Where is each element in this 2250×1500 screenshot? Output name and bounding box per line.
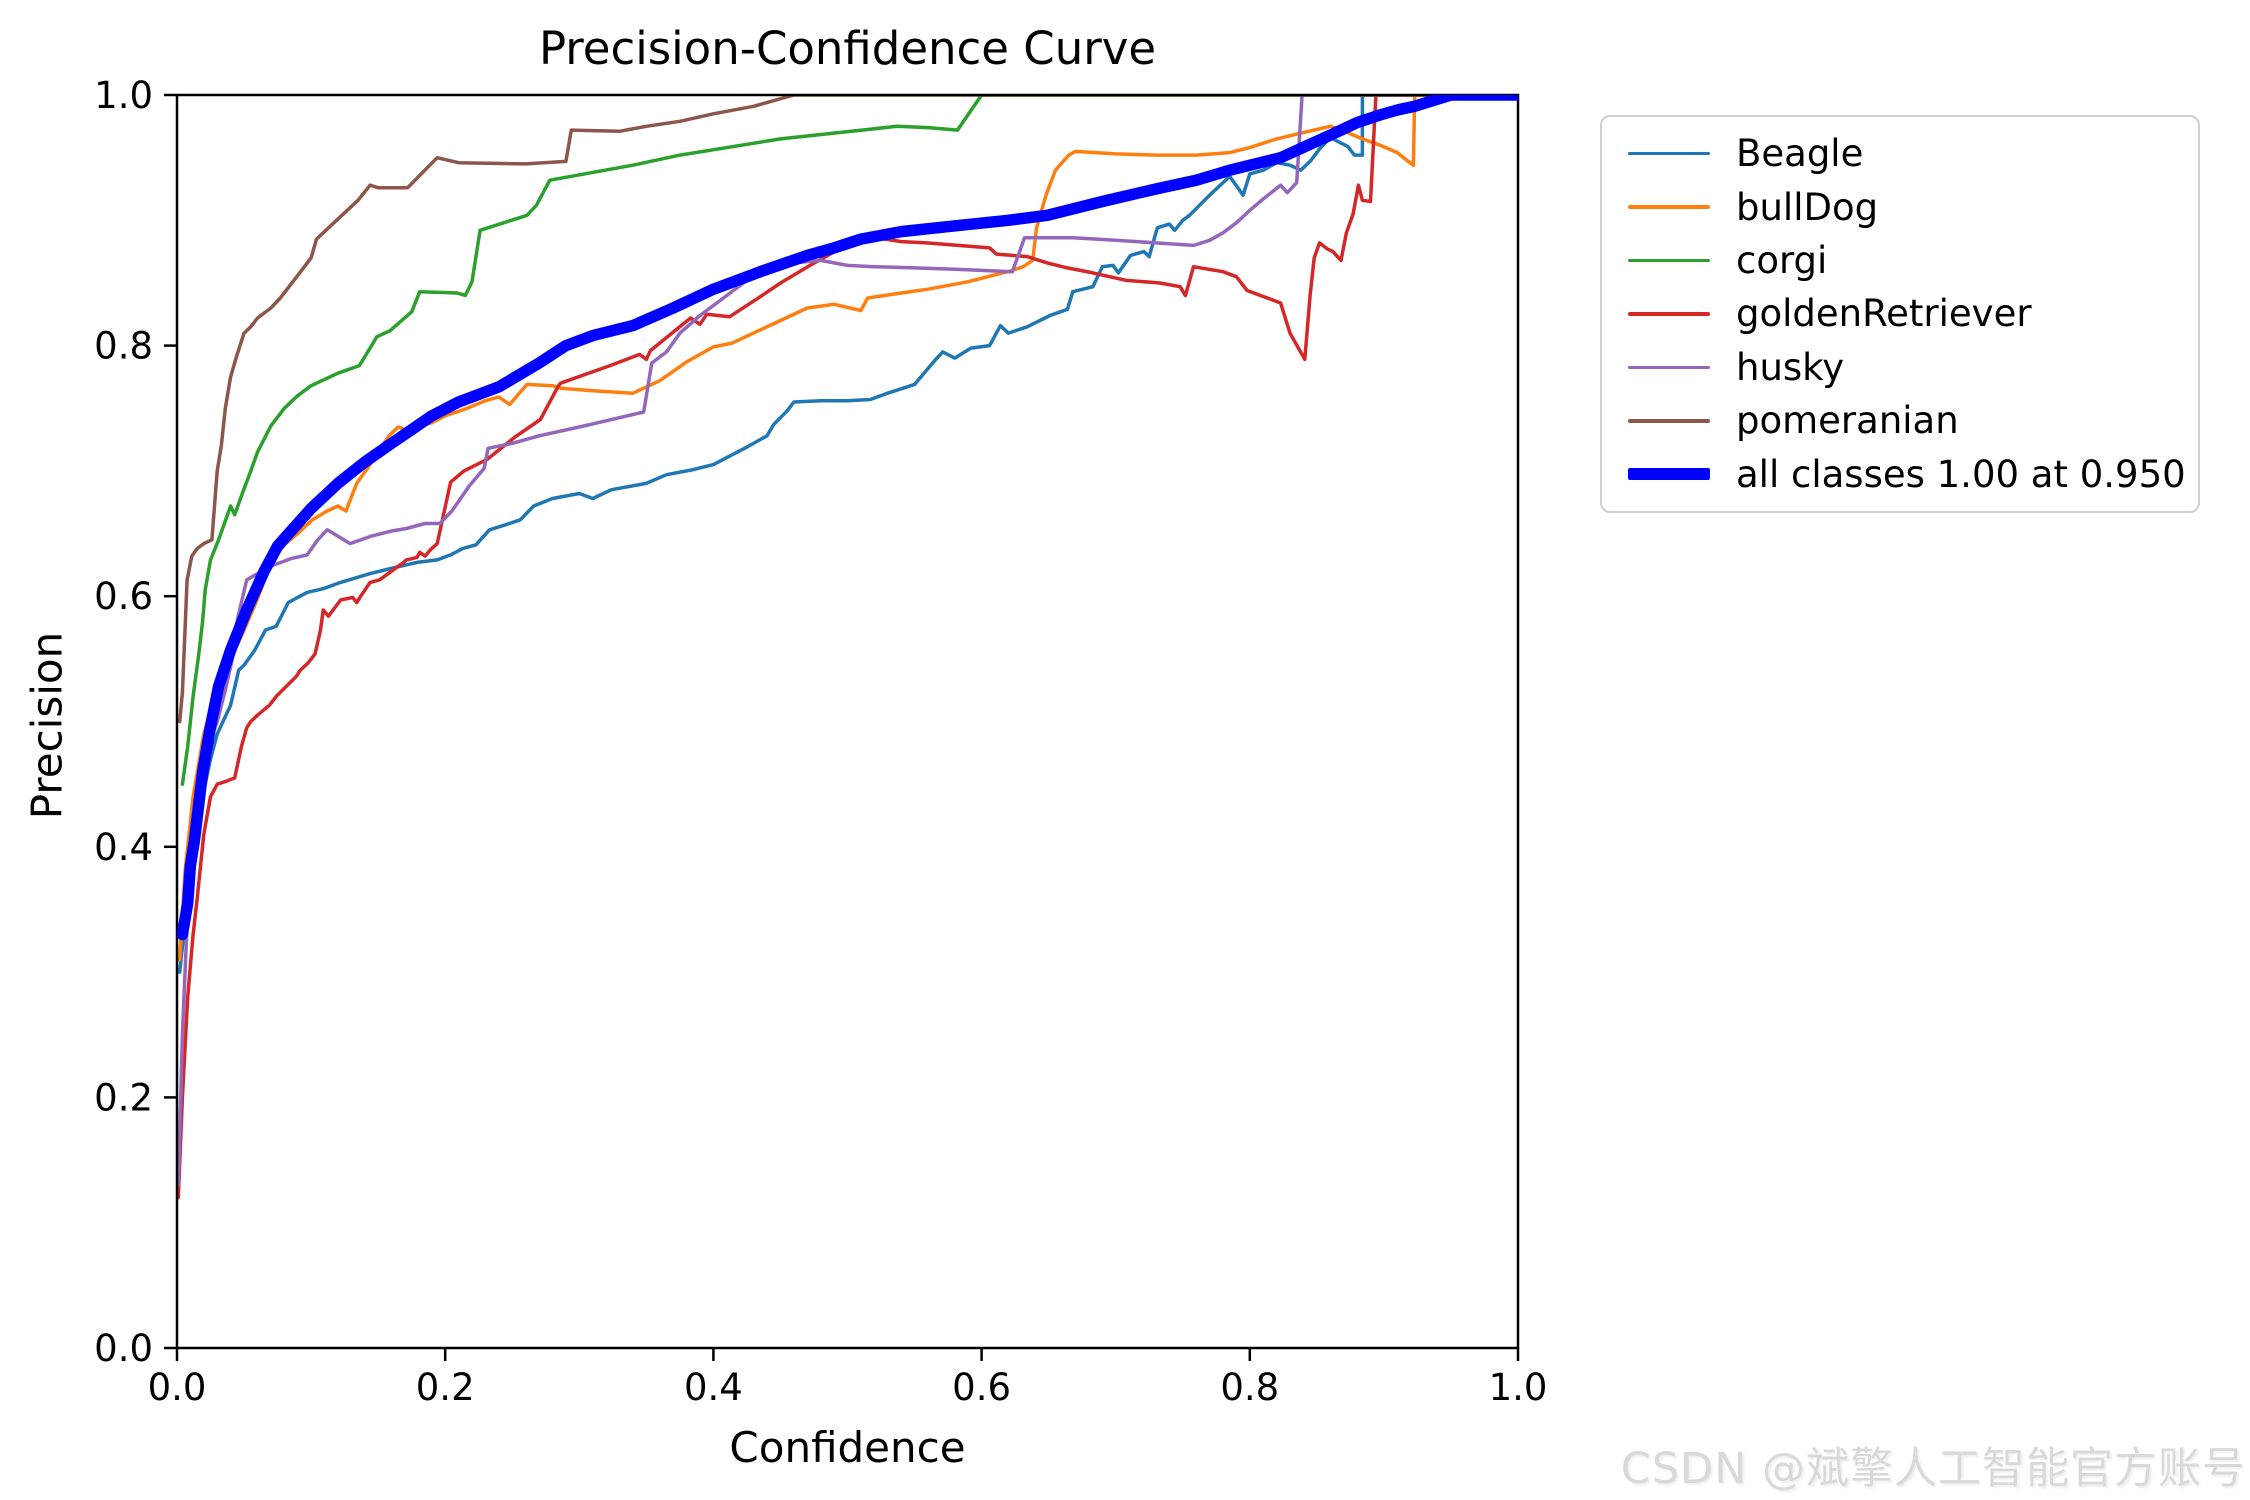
y-tick-label: 0.2 [94, 1076, 153, 1119]
series-line-goldenRetriever [177, 95, 1518, 1200]
x-axis-label: Confidence [729, 1423, 966, 1472]
y-tick-label: 0.6 [94, 575, 153, 618]
x-tick-label: 0.6 [952, 1366, 1011, 1409]
watermark-text: CSDN @斌擎人工智能官方账号 [1620, 1444, 2246, 1494]
legend-line-swatch [1628, 258, 1710, 263]
y-tick-label: 0.8 [94, 325, 153, 368]
y-tick-label: 1.0 [94, 74, 153, 117]
legend-line-swatch [1628, 205, 1710, 209]
legend-item-goldenRetriever: goldenRetriever [1628, 292, 2198, 335]
legend-label: all classes 1.00 at 0.950 [1736, 452, 2186, 496]
legend-label: husky [1736, 345, 1845, 389]
legend-line-swatch [1628, 419, 1710, 423]
legend-label: goldenRetriever [1736, 292, 2032, 336]
legend-item-corgi: corgi [1628, 239, 2198, 282]
x-tick-label: 0.0 [148, 1366, 207, 1409]
series-line-Beagle [177, 95, 1518, 974]
legend-line-swatch [1628, 312, 1710, 316]
x-tick-label: 1.0 [1489, 1366, 1548, 1409]
chart-title: Precision-Confidence Curve [538, 22, 1157, 75]
y-tick-label: 0.0 [94, 1327, 153, 1370]
series-line-all-classes-1-00-at-0-950 [177, 95, 1518, 941]
legend: Beagle bullDog corgi goldenRetriever husky po… [1600, 115, 2200, 513]
y-axis-label: Precision [22, 631, 72, 820]
plot-frame [175, 93, 1520, 1350]
legend-item-pomeranian: pomeranian [1628, 399, 2198, 442]
legend-line-swatch [1628, 468, 1710, 480]
series-line-pomeranian [177, 95, 1518, 724]
legend-item-husky: husky [1628, 346, 2198, 389]
legend-item-bullDog: bullDog [1628, 186, 2198, 229]
legend-line-swatch [1628, 151, 1710, 156]
legend-label: corgi [1736, 239, 1828, 283]
x-tick-label: 0.2 [416, 1366, 475, 1409]
legend-line-swatch [1628, 365, 1710, 370]
legend-item-Beagle: Beagle [1628, 132, 2198, 175]
x-tick-label: 0.8 [1220, 1366, 1279, 1409]
legend-item-all-classes-1-00-at-0-950: all classes 1.00 at 0.950 [1628, 453, 2198, 496]
series-line-bullDog [177, 95, 1518, 962]
legend-label: bullDog [1736, 185, 1879, 229]
legend-label: Beagle [1736, 132, 1864, 176]
y-tick-label: 0.4 [94, 826, 153, 869]
series-line-husky [177, 95, 1518, 1187]
legend-label: pomeranian [1736, 399, 1959, 443]
x-tick-label: 0.4 [684, 1366, 743, 1409]
series-line-corgi [180, 95, 1518, 786]
